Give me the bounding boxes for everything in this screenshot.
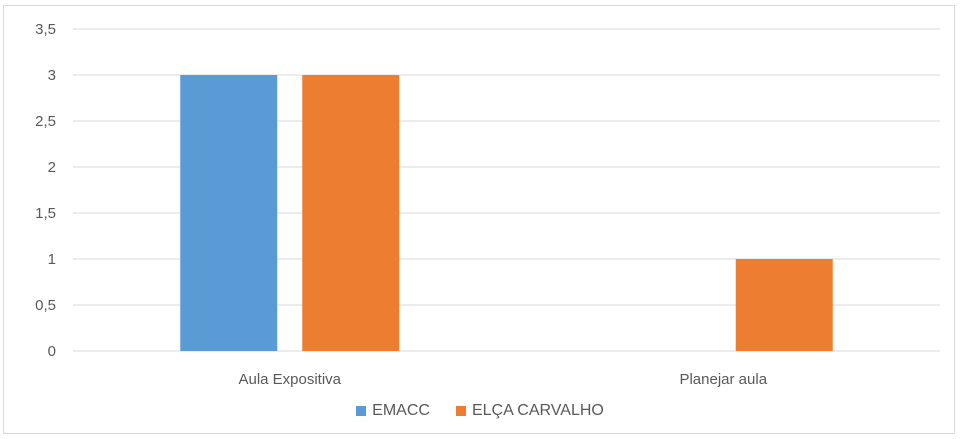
legend: EMACC ELÇA CARVALHO <box>0 402 960 420</box>
y-tick-label: 3,5 <box>35 21 56 38</box>
legend-item-emacc: EMACC <box>356 402 430 420</box>
legend-swatch-elca-carvalho <box>455 406 466 416</box>
legend-item-elca-carvalho: ELÇA CARVALHO <box>455 402 604 420</box>
legend-swatch-emacc <box>356 406 367 416</box>
y-tick-label: 1 <box>48 251 56 268</box>
chart-frame <box>3 5 955 434</box>
bar-0-1 <box>302 75 400 351</box>
y-tick-label: 2 <box>48 159 56 176</box>
legend-label-elca-carvalho: ELÇA CARVALHO <box>471 402 604 419</box>
x-axis-ticks: Aula Expositiva Planejar aula <box>238 371 767 388</box>
y-tick-label: 2,5 <box>35 113 56 130</box>
bar-0-0 <box>180 75 278 351</box>
y-tick-label: 0,5 <box>35 297 56 314</box>
bars <box>180 75 833 351</box>
x-tick-label: Aula Expositiva <box>238 371 341 388</box>
y-tick-label: 1,5 <box>35 205 56 222</box>
bar-1-1 <box>735 259 833 351</box>
y-tick-label: 0 <box>48 343 56 360</box>
y-axis-ticks: 0 0,5 1 1,5 2 2,5 3 3,5 <box>35 21 56 360</box>
y-tick-label: 3 <box>48 67 56 84</box>
x-tick-label: Planejar aula <box>679 371 767 388</box>
legend-label-emacc: EMACC <box>372 402 430 419</box>
